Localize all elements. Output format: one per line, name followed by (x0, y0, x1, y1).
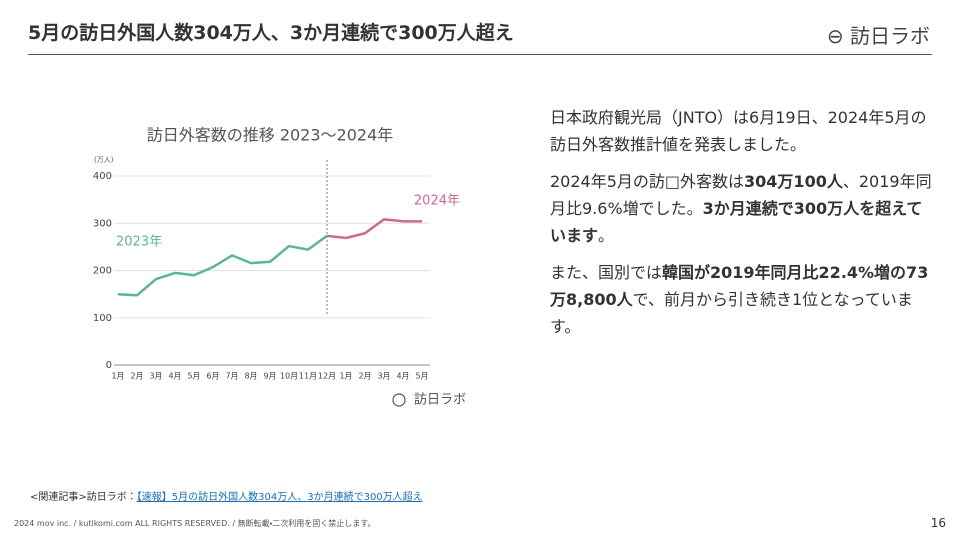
related-label: <関連記事>訪日ラボ： (30, 492, 137, 503)
logo-text: 訪日ラボ (850, 24, 930, 48)
x-tick-label: 10月 (280, 372, 298, 381)
y-tick-label: 100 (93, 313, 112, 324)
series-line (117, 234, 328, 297)
title-rule (28, 54, 932, 55)
y-tick-label: 400 (93, 171, 112, 182)
series-line (345, 218, 423, 240)
bold-text: 304万100人 (744, 172, 843, 191)
x-tick-label: 2月 (130, 372, 143, 381)
x-tick-label: 5月 (187, 372, 200, 381)
page-number: 16 (930, 516, 946, 530)
x-tick-label: 4月 (168, 372, 181, 381)
paragraph: 2024年5月の訪□外客数は304万100人、2019年同月比9.6%増でした。… (550, 168, 935, 249)
bold-text: 3か月連続で300万人を超えています (550, 199, 923, 245)
logo-icon: ⊖ (826, 24, 850, 48)
bold-text: 韓国が2019年同月比22.4%増の73万8,800人 (550, 263, 929, 309)
related-link[interactable]: 【速報】5月の訪日外国人数304万人、3か月連続で300万人超え (136, 492, 423, 503)
paragraph: また、国別では韓国が2019年同月比22.4%増の73万8,800人で、前月から… (550, 259, 935, 340)
x-tick-label: 1月 (111, 372, 124, 381)
chart-logo-icon (392, 393, 406, 407)
related-article: <関連記事>訪日ラボ：【速報】5月の訪日外国人数304万人、3か月連続で300万… (30, 488, 423, 503)
y-tick-label: 0 (106, 360, 112, 371)
x-tick-label: 2月 (358, 372, 371, 381)
x-tick-label: 8月 (244, 372, 257, 381)
x-tick-label: 7月 (225, 372, 238, 381)
text: また、国別では (550, 263, 663, 282)
x-tick-label: 3月 (377, 372, 390, 381)
x-tick-label: 5月 (415, 372, 428, 381)
copyright: 2024 mov inc. / kutikomi.com ALL RIGHTS … (14, 519, 376, 528)
x-tick-label: 9月 (263, 372, 276, 381)
series-label: 2023年 (116, 235, 162, 250)
x-tick-label: 3月 (149, 372, 162, 381)
x-tick-label: 1月 (339, 372, 352, 381)
series-label: 2024年 (414, 194, 460, 209)
chart-title: 訪日外客数の推移 2023〜2024年 (147, 126, 394, 145)
chart-logo: 訪日ラボ (414, 392, 466, 408)
y-tick-label: 200 (93, 266, 112, 277)
slide-title: 5月の訪日外国人数304万人、3か月連続で300万人超え (28, 22, 514, 44)
unit-label: (万人) (94, 156, 114, 164)
text: 日本政府観光局（JNTO）は6月19日、2024年5月の訪日外客数推計値を発表し… (550, 108, 927, 154)
x-tick-label: 11月 (299, 372, 317, 381)
y-tick-label: 300 (93, 218, 112, 229)
x-tick-label: 6月 (206, 372, 219, 381)
x-tick-label: 4月 (396, 372, 409, 381)
text: 。 (598, 226, 615, 245)
paragraph: 日本政府観光局（JNTO）は6月19日、2024年5月の訪日外客数推計値を発表し… (550, 104, 935, 158)
text: 2024年5月の訪□外客数は (550, 172, 745, 191)
series-connector (326, 234, 347, 240)
logo: ⊖ 訪日ラボ (827, 20, 930, 49)
x-tick-label: 12月 (318, 372, 336, 381)
text: で、前月から引き続き1位となっています。 (550, 290, 913, 336)
text: 、2019年同月比9.6%増でした。 (550, 172, 932, 218)
body-text: 日本政府観光局（JNTO）は6月19日、2024年5月の訪日外客数推計値を発表し… (550, 104, 935, 350)
